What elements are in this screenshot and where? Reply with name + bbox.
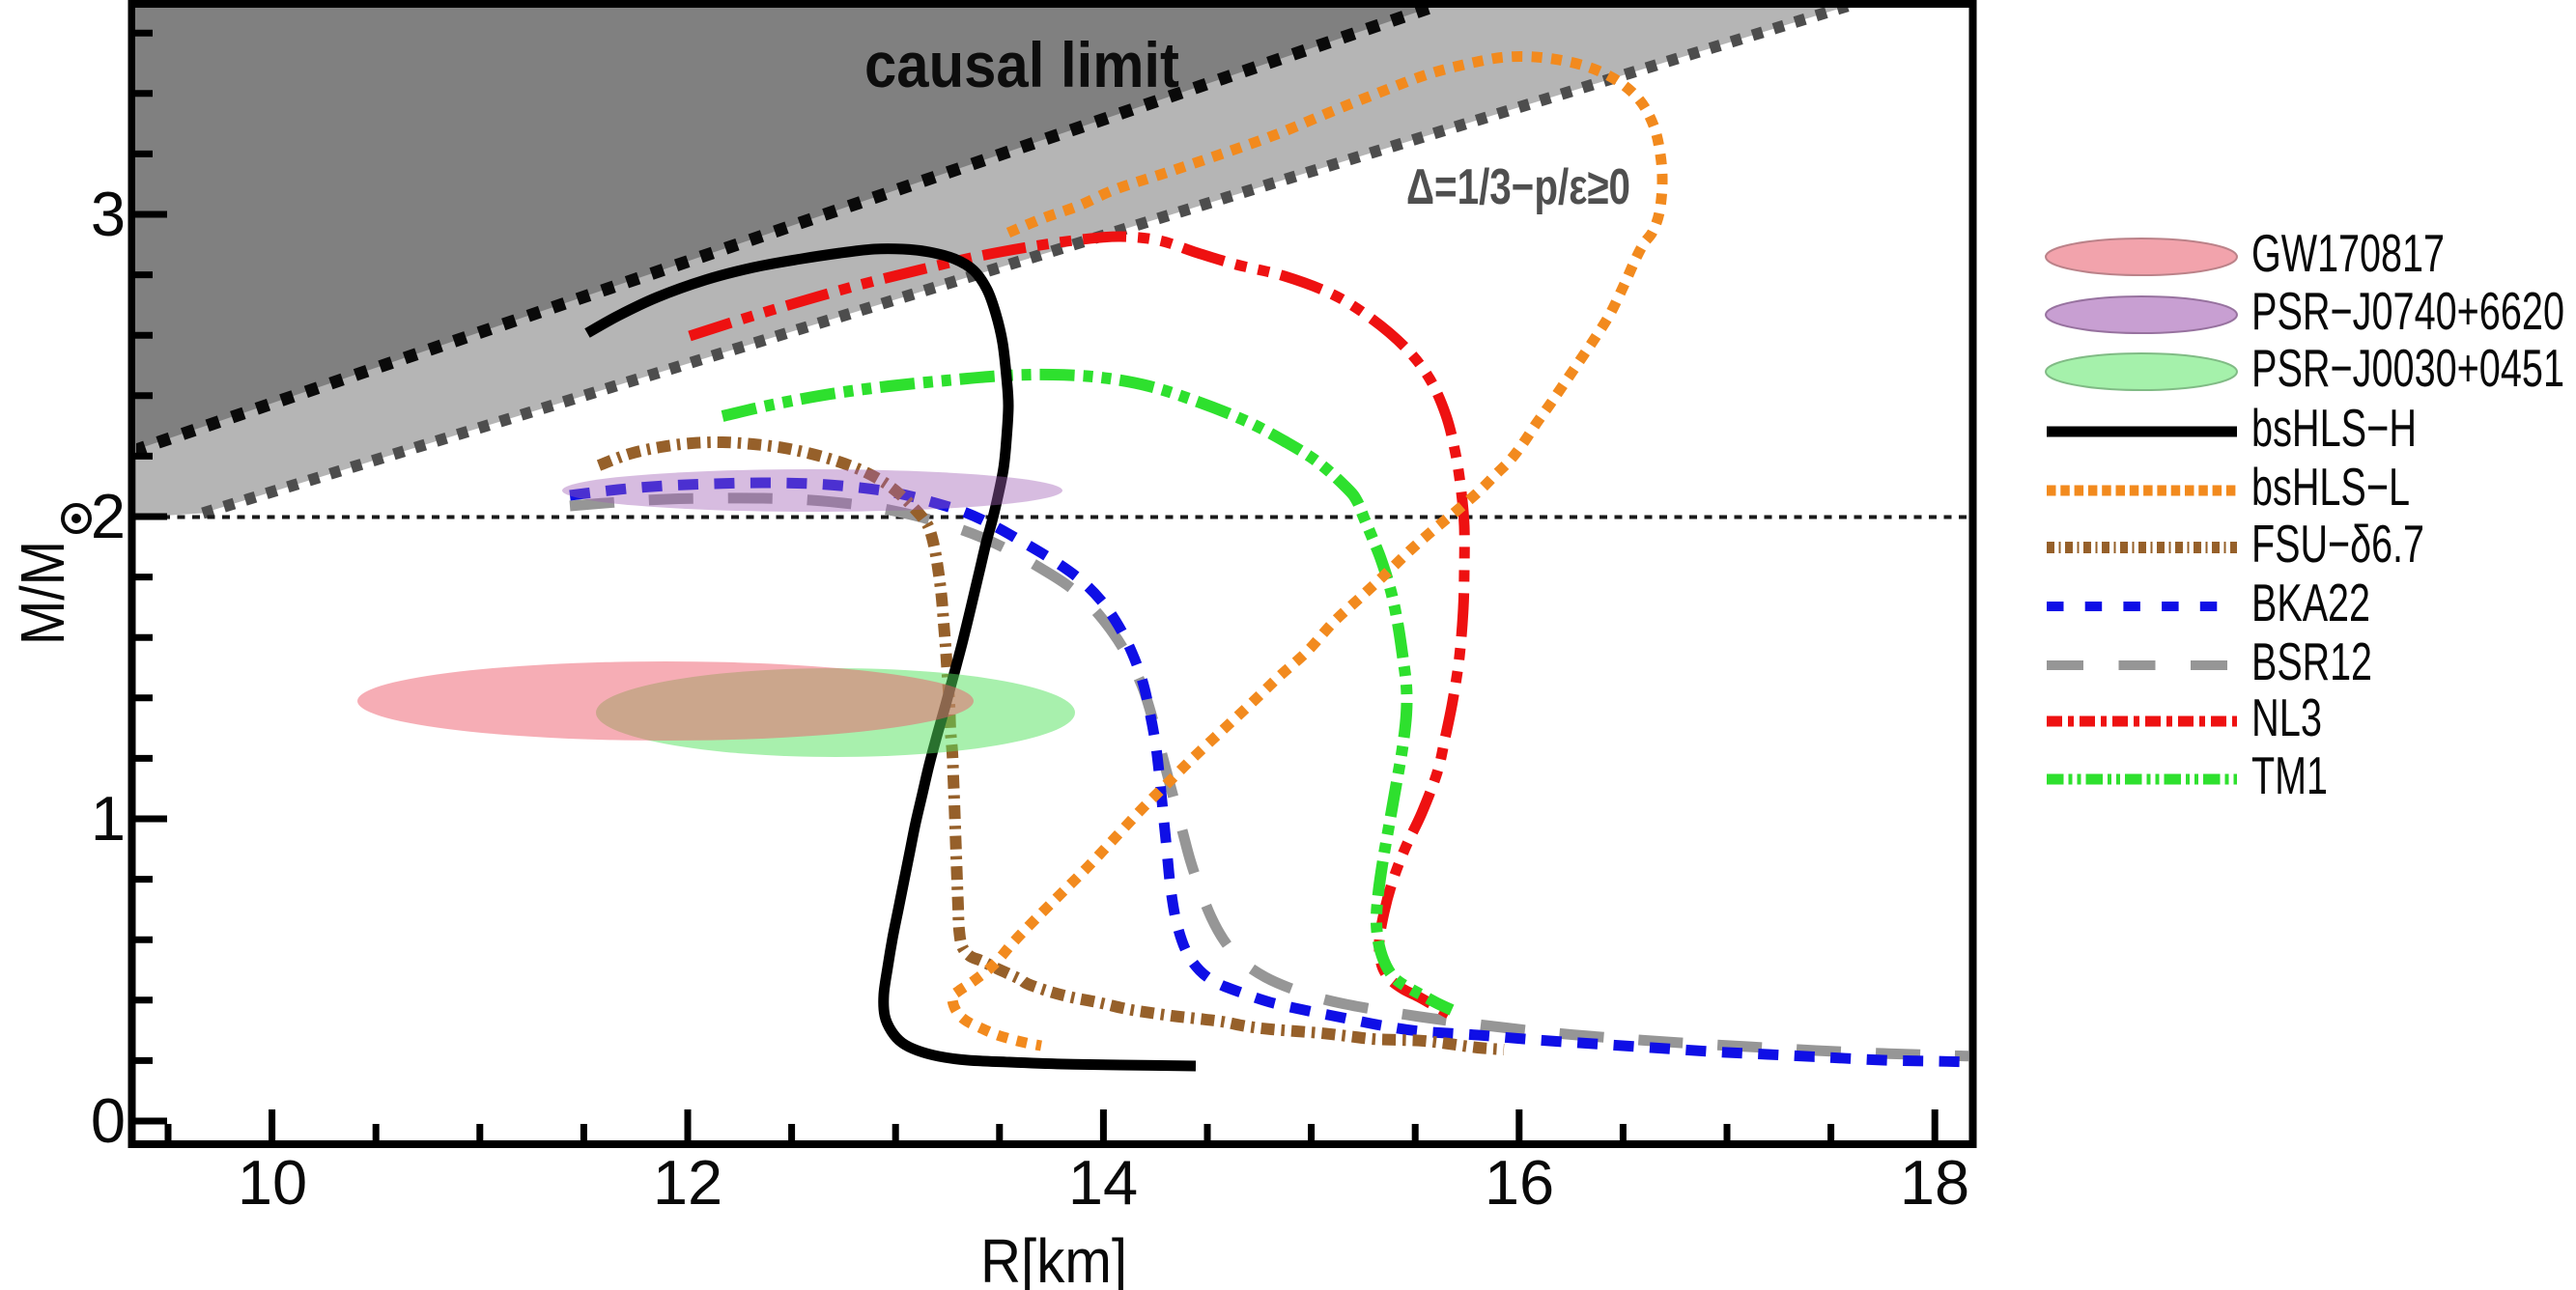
svg-text:BKA22: BKA22 (2251, 573, 2370, 632)
svg-text:causal limit: causal limit (864, 29, 1179, 100)
svg-text:18: 18 (1900, 1147, 1969, 1218)
svg-text:bsHLS−H: bsHLS−H (2251, 398, 2417, 458)
svg-text:12: 12 (653, 1147, 722, 1218)
svg-text:PSR−J0740+6620: PSR−J0740+6620 (2251, 281, 2564, 341)
svg-text:2: 2 (91, 481, 126, 551)
svg-text:16: 16 (1485, 1147, 1554, 1218)
svg-text:PSR−J0030+0451: PSR−J0030+0451 (2251, 338, 2564, 398)
svg-text:TM1: TM1 (2251, 745, 2328, 805)
svg-text:1: 1 (91, 783, 126, 854)
svg-text:Δ=1/3−p/ε≥0: Δ=1/3−p/ε≥0 (1406, 159, 1630, 215)
svg-text:M/M: M/M (8, 541, 77, 645)
svg-text:0: 0 (91, 1085, 126, 1156)
svg-text:FSU−δ6.7: FSU−δ6.7 (2251, 514, 2424, 574)
svg-text:10: 10 (238, 1147, 307, 1218)
svg-text:GW170817: GW170817 (2251, 223, 2445, 283)
svg-text:BSR12: BSR12 (2251, 631, 2372, 691)
svg-text:14: 14 (1068, 1147, 1138, 1218)
svg-text:R[km]: R[km] (980, 1226, 1127, 1290)
svg-text:3: 3 (91, 179, 126, 249)
svg-text:bsHLS−L: bsHLS−L (2251, 457, 2410, 517)
svg-text:NL3: NL3 (2251, 687, 2322, 747)
